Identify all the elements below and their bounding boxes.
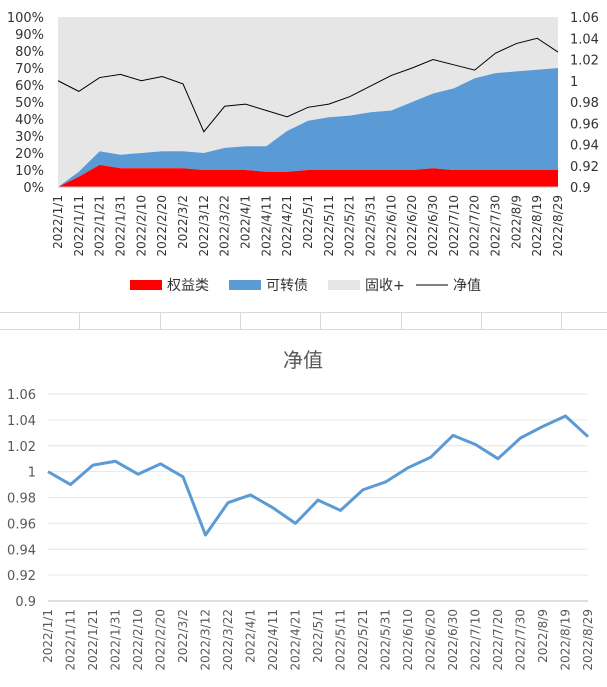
allocation-area-chart: 0% 10% 20% 30% 40% 50% 60% 70% 80% 90% 100% 0.9 0.92… bbox=[7, 11, 599, 294]
x-tick-label: 2022/3/2 bbox=[176, 195, 190, 249]
y-tick-label: 0.92 bbox=[7, 569, 36, 584]
sheet-gridlines bbox=[0, 312, 607, 330]
legend-label: 可转债 bbox=[266, 278, 308, 294]
x-tick-label: 2022/4/21 bbox=[289, 609, 303, 671]
legend-swatch bbox=[130, 280, 162, 290]
x-tick-label: 2022/3/12 bbox=[197, 195, 211, 257]
y-right-tick-label: 1.06 bbox=[570, 11, 599, 26]
x-tick-label: 2022/8/9 bbox=[536, 609, 550, 663]
y-left-tick-label: 100% bbox=[7, 11, 44, 26]
y-right-tick-label: 0.98 bbox=[570, 96, 599, 111]
x-tick-label: 2022/4/11 bbox=[259, 195, 273, 257]
y-left-tick-label: 70% bbox=[15, 62, 44, 77]
x-tick-label: 2022/2/10 bbox=[131, 609, 145, 671]
legend-label: 固收+ bbox=[365, 278, 405, 294]
x-tick-label: 2022/6/20 bbox=[405, 195, 419, 257]
x-tick-label: 2022/7/10 bbox=[447, 195, 461, 257]
chart-title: 净值 bbox=[283, 348, 323, 372]
x-tick-label: 2022/1/1 bbox=[51, 195, 65, 249]
legend-label: 净值 bbox=[453, 278, 481, 294]
x-tick-label: 2022/5/21 bbox=[356, 609, 370, 671]
x-tick-label: 2022/7/30 bbox=[514, 609, 528, 671]
x-tick-label: 2022/7/20 bbox=[468, 195, 482, 257]
legend-fixed-income: 固收+ bbox=[328, 278, 405, 294]
legend-swatch bbox=[229, 280, 261, 290]
x-tick-label: 2022/4/21 bbox=[280, 195, 294, 257]
x-tick-label: 2022/3/22 bbox=[218, 195, 232, 257]
y-tick-label: 0.98 bbox=[7, 492, 36, 507]
nav-line-chart: 净值 0.9 0.92 0.94 0.96 0.98 1 1.02 1.04 1.06 2022/1… bbox=[7, 348, 595, 671]
x-tick-label: 2022/1/11 bbox=[64, 609, 78, 671]
y-right-tick-label: 0.92 bbox=[570, 160, 599, 175]
x-tick-label: 2022/7/30 bbox=[489, 195, 503, 257]
x-tick-label: 2022/4/1 bbox=[244, 609, 258, 663]
x-tick-label: 2022/1/1 bbox=[41, 609, 55, 663]
y-tick-label: 1.02 bbox=[7, 440, 36, 455]
x-tick-label: 2022/6/10 bbox=[401, 609, 415, 671]
x-tick-label: 2022/1/21 bbox=[93, 195, 107, 257]
x-tick-label: 2022/6/30 bbox=[426, 195, 440, 257]
area-convertible bbox=[58, 68, 558, 187]
y-left-tick-label: 50% bbox=[15, 96, 44, 111]
x-tick-label: 2022/1/21 bbox=[86, 609, 100, 671]
y-left-tick-label: 40% bbox=[15, 113, 44, 128]
legend-convertible: 可转债 bbox=[229, 278, 308, 294]
x-tick-label: 2022/7/10 bbox=[469, 609, 483, 671]
x-tick-label: 2022/5/31 bbox=[379, 609, 393, 671]
y-right-tick-label: 1 bbox=[570, 75, 578, 90]
legend-label: 权益类 bbox=[167, 278, 209, 294]
y-left-tick-label: 90% bbox=[15, 28, 44, 43]
y-left-tick-label: 10% bbox=[15, 164, 44, 179]
x-tick-label: 2022/3/12 bbox=[199, 609, 213, 671]
x-tick-label: 2022/1/31 bbox=[109, 609, 123, 671]
y-tick-label: 1 bbox=[28, 466, 36, 481]
y-tick-label: 0.9 bbox=[15, 595, 36, 610]
x-tick-label: 2022/6/30 bbox=[446, 609, 460, 671]
y-left-tick-label: 30% bbox=[15, 130, 44, 145]
x-tick-label: 2022/8/29 bbox=[551, 195, 565, 257]
x-tick-label: 2022/8/9 bbox=[509, 195, 523, 249]
x-tick-label: 2022/2/20 bbox=[155, 195, 169, 257]
y-tick-label: 0.94 bbox=[7, 543, 36, 558]
legend-nav: 净值 bbox=[416, 278, 481, 294]
x-tick-label: 2022/7/20 bbox=[491, 609, 505, 671]
x-tick-label: 2022/6/20 bbox=[424, 609, 438, 671]
x-tick-label: 2022/8/29 bbox=[581, 609, 595, 671]
y-right-tick-label: 0.9 bbox=[570, 181, 591, 196]
y-right-tick-label: 1.04 bbox=[570, 32, 599, 47]
y-right-tick-label: 0.96 bbox=[570, 117, 599, 132]
y-tick-label: 1.06 bbox=[7, 388, 36, 403]
x-tick-label: 2022/4/11 bbox=[266, 609, 280, 671]
x-tick-label: 2022/8/19 bbox=[559, 609, 573, 671]
x-tick-label: 2022/2/20 bbox=[154, 609, 168, 671]
y-left-tick-label: 0% bbox=[23, 181, 44, 196]
x-tick-label: 2022/1/11 bbox=[72, 195, 86, 257]
y-tick-label: 0.96 bbox=[7, 517, 36, 532]
x-tick-label: 2022/5/21 bbox=[343, 195, 357, 257]
y-right-tick-label: 0.94 bbox=[570, 139, 599, 154]
legend-equity: 权益类 bbox=[130, 278, 209, 294]
x-tick-label: 2022/2/10 bbox=[134, 195, 148, 257]
x-tick-label: 2022/5/11 bbox=[322, 195, 336, 257]
y-tick-label: 1.04 bbox=[7, 414, 36, 429]
x-tick-label: 2022/5/31 bbox=[364, 195, 378, 257]
x-tick-label: 2022/4/1 bbox=[239, 195, 253, 249]
area-equity bbox=[58, 164, 558, 187]
y-right-tick-label: 1.02 bbox=[570, 54, 599, 69]
nav-line bbox=[47, 414, 590, 537]
x-tick-label: 2022/3/22 bbox=[221, 609, 235, 671]
x-tick-label: 2022/5/1 bbox=[311, 609, 325, 663]
x-tick-label: 2022/5/11 bbox=[334, 609, 348, 671]
x-tick-label: 2022/5/1 bbox=[301, 195, 315, 249]
x-tick-label: 2022/8/19 bbox=[530, 195, 544, 257]
x-tick-label: 2022/6/10 bbox=[384, 195, 398, 257]
y-left-tick-label: 80% bbox=[15, 45, 44, 60]
x-tick-label: 2022/3/2 bbox=[176, 609, 190, 663]
legend-swatch bbox=[328, 280, 360, 290]
y-left-tick-label: 20% bbox=[15, 147, 44, 162]
y-left-tick-label: 60% bbox=[15, 79, 44, 94]
x-tick-label: 2022/1/31 bbox=[114, 195, 128, 257]
nav-line bbox=[57, 37, 559, 133]
